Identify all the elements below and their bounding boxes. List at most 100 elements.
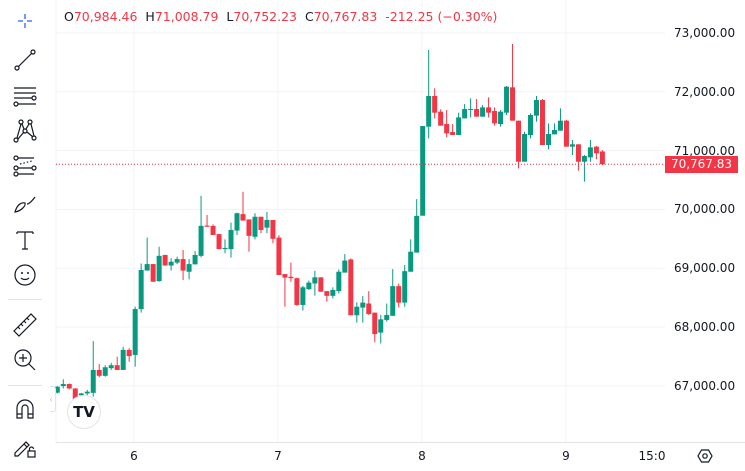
- candle-body: [402, 271, 408, 303]
- settings-icon[interactable]: [697, 448, 713, 464]
- candle-body: [575, 144, 581, 162]
- candle-body: [192, 254, 198, 265]
- candle-up: [84, 389, 90, 396]
- candle-up: [378, 314, 384, 344]
- candle-body: [569, 144, 575, 147]
- grid-lines: [55, 0, 665, 442]
- price-label: 68,000.00: [674, 320, 736, 334]
- candle-up: [545, 123, 551, 150]
- candle-up: [456, 112, 462, 136]
- low-key: L: [226, 9, 234, 24]
- candle-body: [156, 255, 162, 282]
- candle-body: [330, 289, 336, 296]
- trend-line-tool[interactable]: [9, 44, 41, 76]
- fib-tool[interactable]: [9, 151, 41, 183]
- tradingview-logo[interactable]: TV: [68, 396, 100, 428]
- candle-up: [222, 239, 228, 254]
- candle-body: [528, 115, 534, 136]
- candle-body: [474, 109, 480, 117]
- candle-body: [336, 271, 342, 292]
- candle-down: [114, 356, 120, 370]
- text-tool[interactable]: [9, 224, 41, 256]
- horizontal-lines-icon: [13, 87, 37, 107]
- toolbar-divider: [8, 299, 42, 300]
- candle-body: [186, 264, 192, 272]
- zoom-in-tool[interactable]: [9, 344, 41, 376]
- candle-body: [504, 86, 510, 113]
- candle-body: [84, 391, 90, 394]
- candle-up: [234, 212, 240, 235]
- magnet-tool[interactable]: [9, 393, 41, 425]
- candle-down: [486, 97, 492, 118]
- candle-body: [240, 214, 246, 221]
- candle-down: [372, 312, 378, 343]
- time-label: 9: [562, 449, 570, 463]
- time-axis[interactable]: 6 7 8 9 15:0: [56, 442, 745, 471]
- open-key: O: [64, 9, 74, 24]
- candle-down: [450, 124, 456, 136]
- candle-up: [408, 239, 414, 272]
- candle-body: [270, 219, 276, 239]
- price-label: 70,000.00: [674, 202, 736, 217]
- candle-down: [474, 99, 480, 117]
- close-key: C: [304, 9, 314, 24]
- price-label: 73,000.00: [674, 26, 736, 40]
- candle-body: [384, 314, 390, 320]
- candle-body: [426, 95, 432, 127]
- candle-body: [180, 259, 186, 271]
- candle-body: [318, 277, 324, 292]
- candle-body: [306, 282, 312, 290]
- candle-body: [54, 386, 60, 393]
- crosshair-tool[interactable]: [9, 5, 41, 37]
- price-label: 67,000.00: [674, 378, 736, 393]
- candle-up: [414, 199, 420, 253]
- candle-up: [342, 254, 348, 273]
- candle-body: [593, 146, 599, 154]
- candle-body: [480, 107, 486, 117]
- candle-body: [198, 225, 204, 256]
- horizontal-lines-tool[interactable]: [9, 80, 41, 112]
- toolbar-divider: [8, 385, 42, 386]
- candle-up: [468, 98, 474, 118]
- candle-body: [486, 107, 492, 113]
- candlestick-chart[interactable]: [0, 0, 745, 442]
- pattern-tool[interactable]: [9, 115, 41, 147]
- candle-body: [342, 260, 348, 273]
- candle-up: [587, 140, 593, 162]
- text-icon: [16, 231, 34, 250]
- high-value: 71,008.79: [154, 9, 219, 24]
- candle-down: [216, 234, 222, 250]
- last-price-label: 70,767.83: [665, 155, 738, 173]
- ruler-tool[interactable]: [9, 309, 41, 341]
- candle-down: [210, 224, 216, 235]
- candle-up: [90, 341, 96, 397]
- brush-icon: [14, 196, 36, 213]
- candle-body: [300, 287, 306, 305]
- candle-body: [246, 219, 252, 236]
- candle-body: [102, 367, 108, 376]
- candle-body: [581, 156, 587, 162]
- candle-up: [528, 113, 534, 139]
- lock-drawings-tool[interactable]: [9, 430, 41, 462]
- candle-body: [348, 259, 354, 316]
- candle-body: [450, 132, 456, 136]
- candle-down: [575, 144, 581, 171]
- magnet-icon: [16, 399, 34, 419]
- price-axis[interactable]: 73,000.00 72,000.00 71,000.00 70,000.00 69,0…: [665, 0, 745, 442]
- open-value: 70,984.46: [73, 9, 138, 24]
- time-label: 7: [274, 449, 282, 463]
- candle-body: [276, 237, 282, 275]
- candle-body: [516, 120, 522, 162]
- candle-body: [288, 276, 294, 279]
- candle-up: [252, 213, 258, 240]
- candle-down: [204, 214, 210, 227]
- brush-tool[interactable]: [9, 188, 41, 220]
- candle-down: [318, 277, 324, 292]
- candle-body: [90, 369, 96, 393]
- candle-body: [150, 264, 156, 282]
- candle-body: [258, 216, 264, 230]
- candle-body: [390, 286, 396, 316]
- emoji-tool[interactable]: [9, 259, 41, 291]
- candle-body: [168, 261, 174, 266]
- candle-up: [551, 123, 557, 135]
